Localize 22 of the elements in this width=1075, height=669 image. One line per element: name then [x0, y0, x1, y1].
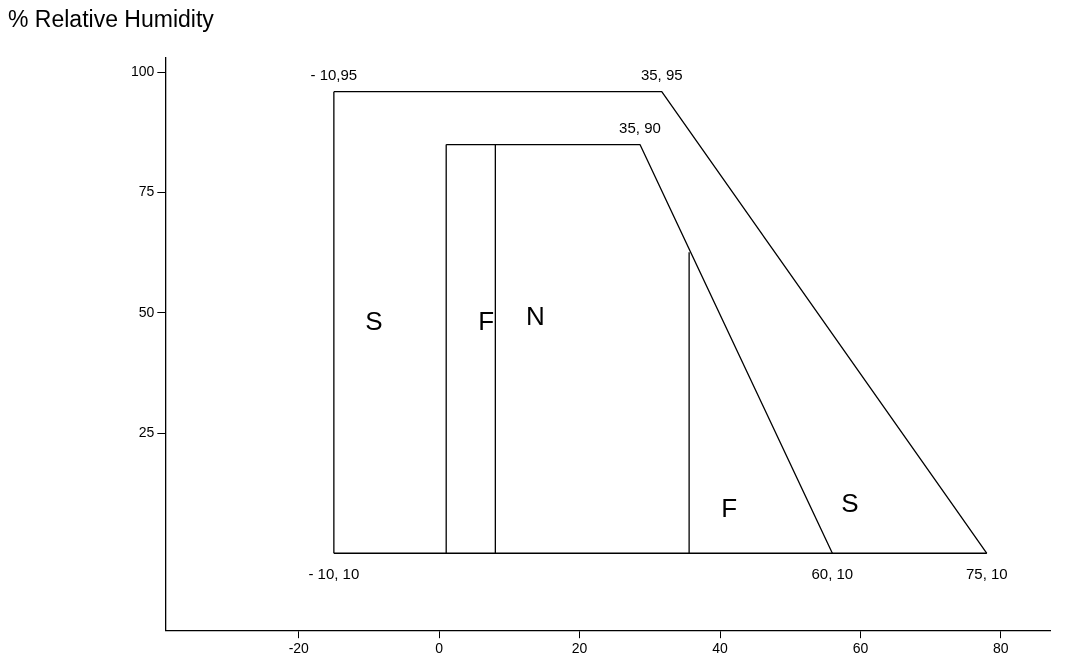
annotation: - 10, 10	[308, 565, 360, 583]
y-tick-label: 25	[138, 423, 155, 440]
x-tick-label: -20	[288, 640, 310, 657]
annotation: S	[365, 305, 383, 336]
annotation: 60, 10	[811, 565, 854, 583]
y-tick-label: 100	[131, 63, 155, 80]
y-axis-title: % Relative Humidity	[8, 6, 214, 33]
x-tick-label: 60	[852, 640, 869, 657]
x-tick-label: 20	[571, 640, 588, 657]
annotation: 35, 90	[619, 118, 661, 136]
annotation: F	[721, 493, 738, 524]
annotation: N	[525, 300, 545, 331]
annotation: 75, 10	[965, 565, 1008, 583]
annotation: S	[841, 488, 859, 519]
y-tick-label: 50	[138, 303, 155, 320]
x-tick-label: 40	[712, 640, 729, 657]
annotation: - 10,95	[310, 65, 358, 83]
y-tick-label: 75	[138, 183, 155, 200]
x-tick-label: 80	[993, 640, 1009, 657]
annotation: F	[478, 305, 495, 336]
annotation: 35, 95	[640, 65, 683, 83]
x-tick-label: 0	[435, 640, 444, 657]
